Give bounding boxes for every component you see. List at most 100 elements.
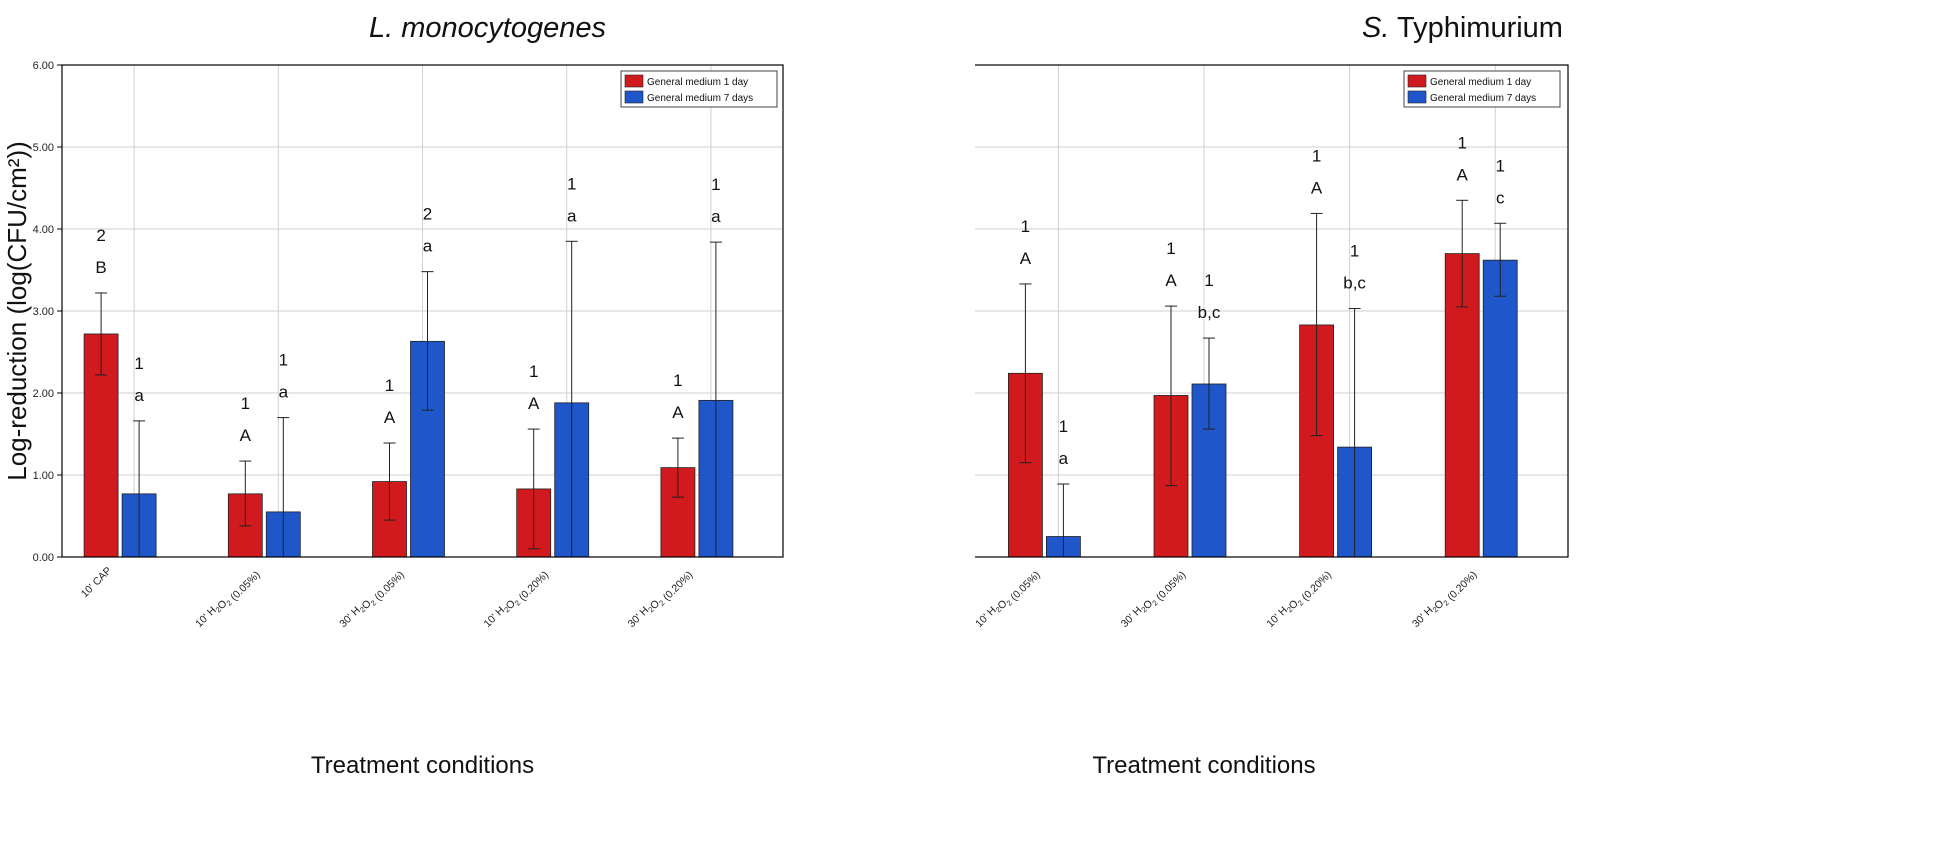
y-tick-label: 3.00: [33, 306, 54, 318]
legend-label: General medium 7 days: [647, 93, 753, 104]
legend-swatch: [624, 90, 644, 104]
significance-number: 1: [1059, 417, 1068, 436]
significance-letter: a: [134, 386, 144, 405]
x-tick-text: (0.20%): [515, 569, 552, 606]
significance-letter: b,c: [1198, 303, 1221, 322]
significance-number: 1: [241, 394, 250, 413]
significance-number: 1: [1166, 239, 1175, 258]
chart-panel-listeria: L. monocytogenes 0.00 1.00 2.00 3.00 4.00 5.0…: [0, 12, 975, 779]
y-tick-label: 5.00: [33, 142, 54, 154]
x-tick-label: 30' H2O2 (0.05%): [337, 565, 407, 635]
y-tick-label: 4.00: [33, 224, 54, 236]
x-tick-subscript: 2: [1296, 598, 1305, 607]
y-tick-label: 6.00: [33, 60, 54, 72]
legend-label: General medium 1 day: [1430, 77, 1531, 88]
significance-letter: A: [1311, 178, 1323, 197]
x-tick-subscript: 2: [646, 605, 655, 614]
significance-number: 1: [711, 175, 720, 194]
significance-letter: A: [1020, 249, 1032, 268]
bar-chart-salmonella: 0.001.002.003.004.005.006.002A1A1A1A1A1a…: [975, 64, 1569, 779]
x-tick-subscript: 2: [1005, 598, 1014, 607]
chart-title-italic: L. monocytogenes: [369, 12, 606, 44]
y-tick-label: 1.00: [33, 470, 54, 482]
x-tick-subscript: 2: [657, 598, 666, 607]
significance-letter: a: [423, 237, 433, 256]
significance-letter: A: [528, 394, 540, 413]
x-tick-subscript: 2: [994, 605, 1003, 614]
legend-box: [620, 70, 778, 108]
significance-letter: A: [384, 408, 396, 427]
significance-number: 1: [385, 376, 394, 395]
x-tick-subscript: 2: [358, 605, 367, 614]
chart-title: L. monocytogenes: [0, 12, 975, 45]
x-tick-label: 10' H2O2 (0.20%): [1264, 565, 1334, 635]
x-tick-subscript: 2: [1150, 598, 1159, 607]
significance-number: 1: [134, 354, 143, 373]
significance-number: 1: [1312, 146, 1321, 165]
legend-swatch: [1407, 74, 1427, 88]
significance-number: 1: [1350, 242, 1359, 261]
significance-letter: a: [279, 383, 289, 402]
x-tick-subscript: 2: [1285, 605, 1294, 614]
x-tick-text: (0.20%): [659, 569, 696, 606]
significance-number: 1: [1495, 156, 1504, 175]
x-tick-subscript: 2: [214, 605, 223, 614]
legend-swatch: [624, 74, 644, 88]
y-tick-label: 0.00: [33, 552, 54, 564]
significance-number: 1: [1204, 271, 1213, 290]
x-tick-subscript: 2: [369, 598, 378, 607]
significance-letter: c: [1496, 188, 1505, 207]
significance-number: 1: [529, 362, 538, 381]
x-tick-text: (0.05%): [226, 569, 263, 606]
x-tick-text: 10' CAP: [79, 565, 114, 600]
x-tick-label: 30' H2O2 (0.20%): [626, 565, 696, 635]
significance-letter: a: [1059, 449, 1069, 468]
significance-letter: A: [240, 426, 252, 445]
plot-frame: [61, 64, 784, 558]
significance-number: 2: [96, 226, 105, 245]
plot-frame: [975, 64, 1569, 558]
x-tick-label: 10' H2O2 (0.05%): [975, 565, 1043, 635]
significance-letter: a: [711, 207, 721, 226]
x-tick-subscript: 2: [225, 598, 234, 607]
x-tick-label: 10' CAP: [79, 565, 114, 600]
significance-letter: A: [1165, 271, 1177, 290]
bar-chart-listeria: 0.00 1.00 2.00 3.00 4.00 5.00 6.00 2 B 1 A 1 A 1 A 1 A 1 a…: [2, 60, 784, 779]
x-tick-subscript: 2: [502, 605, 511, 614]
legend-label: General medium 7 days: [1430, 93, 1536, 104]
x-axis-label: Treatment conditions: [311, 752, 534, 779]
significance-number: 1: [1457, 133, 1466, 152]
chart-title-italic: S.: [1362, 12, 1390, 44]
significance-number: 2: [423, 205, 432, 224]
x-tick-label: 10' H2O2 (0.20%): [481, 565, 551, 635]
x-tick-subscript: 2: [1441, 598, 1450, 607]
chart-title-rest: Typhimurium: [1389, 12, 1563, 44]
x-tick-text: (0.20%): [1297, 569, 1334, 606]
y-axis-label: Log-reduction (log(CFU/cm²)): [2, 141, 32, 481]
x-tick-text: (0.05%): [1152, 569, 1189, 606]
y-tick-label: 2.00: [33, 388, 54, 400]
x-axis-label: Treatment conditions: [1092, 752, 1315, 779]
significance-letter: B: [95, 258, 106, 277]
significance-letter: A: [672, 403, 684, 422]
bar: [1482, 259, 1518, 558]
x-tick-subscript: 2: [1139, 605, 1148, 614]
significance-number: 1: [1021, 217, 1030, 236]
legend-box: [1403, 70, 1561, 108]
significance-number: 1: [567, 174, 576, 193]
significance-number: 1: [279, 351, 288, 370]
x-tick-text: (0.05%): [1006, 569, 1043, 606]
x-tick-text: (0.05%): [370, 569, 407, 606]
x-tick-label: 30' H2O2 (0.20%): [1410, 565, 1480, 635]
significance-number: 1: [673, 371, 682, 390]
chart-title: S. Typhimurium: [975, 12, 1950, 45]
legend-swatch: [1407, 90, 1427, 104]
x-tick-subscript: 2: [513, 598, 522, 607]
significance-letter: b,c: [1343, 274, 1366, 293]
x-tick-label: 30' H2O2 (0.05%): [1119, 565, 1189, 635]
significance-letter: A: [1457, 165, 1469, 184]
chart-panel-salmonella: S. Typhimurium 0.001.002.003.004.005.006…: [975, 0, 1950, 841]
x-tick-subscript: 2: [1431, 605, 1440, 614]
x-tick-label: 10' H2O2 (0.05%): [193, 565, 263, 635]
legend-label: General medium 1 day: [647, 77, 748, 88]
